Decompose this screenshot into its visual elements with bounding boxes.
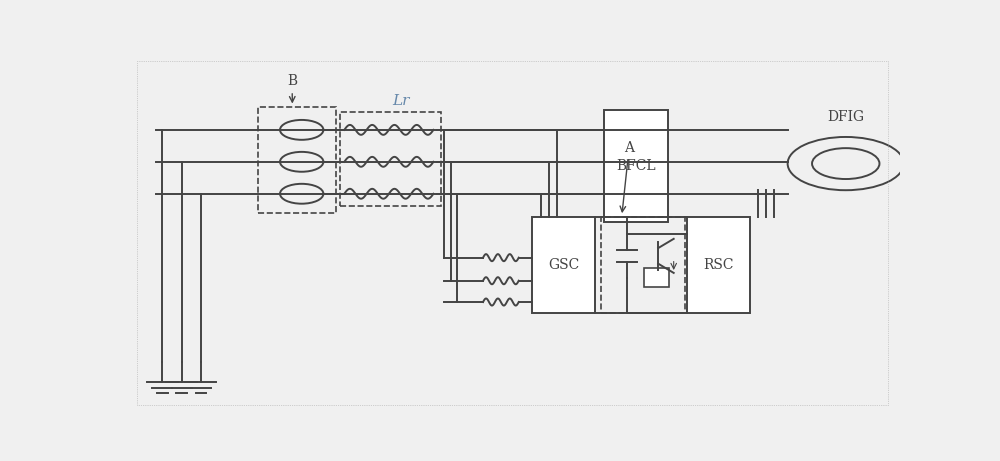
Text: RSC: RSC xyxy=(703,258,734,272)
Text: B: B xyxy=(287,74,297,102)
Bar xyxy=(687,217,750,313)
Bar xyxy=(340,112,441,206)
Text: DFIG: DFIG xyxy=(827,111,864,124)
Text: BFCL: BFCL xyxy=(616,159,656,173)
Bar xyxy=(604,110,668,222)
Bar xyxy=(644,268,669,288)
Text: A: A xyxy=(620,141,634,212)
Bar xyxy=(258,107,336,213)
Bar xyxy=(601,217,685,313)
Bar xyxy=(532,217,595,313)
Text: Lr: Lr xyxy=(392,95,410,108)
Text: GSC: GSC xyxy=(548,258,579,272)
